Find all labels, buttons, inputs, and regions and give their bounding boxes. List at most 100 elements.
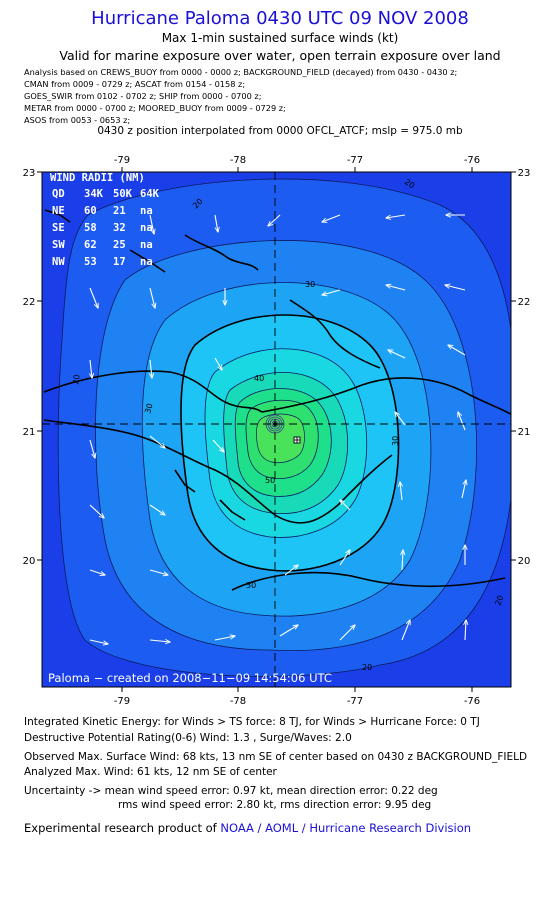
wind-field-map: 20 20 20 20 20 30 30 30 30 40 50 WIND RA… xyxy=(23,155,531,707)
analyzed-wind-line: Analyzed Max. Wind: 61 kts, 12 nm SE of … xyxy=(24,766,277,778)
wind-arrow xyxy=(445,285,466,291)
lat-tick-label: 21 xyxy=(23,427,36,438)
island xyxy=(289,299,381,369)
wind-arrow xyxy=(214,357,222,370)
island xyxy=(174,469,196,493)
observed-wind-line: Observed Max. Surface Wind: 68 kts, 13 n… xyxy=(24,751,528,763)
contour-label: 30 xyxy=(305,280,315,289)
cuba-east-coast xyxy=(261,377,511,416)
map-subtitle: Max 1-min sustained surface winds (kt) xyxy=(161,31,399,45)
contour-label: 40 xyxy=(254,374,264,383)
wind-vectors xyxy=(90,215,466,644)
created-stamp: Paloma − created on 2008−11−09 14:54:06 … xyxy=(48,671,332,685)
wind-radii-row: NE 60 21 na xyxy=(52,205,153,217)
wind-arrow xyxy=(268,214,281,226)
wind-arrow xyxy=(322,214,341,222)
wind-arrow xyxy=(90,359,92,378)
wind-arrow xyxy=(448,345,466,356)
wind-arrow xyxy=(149,504,165,515)
plot-frame xyxy=(41,171,512,688)
axis-ticks xyxy=(37,167,516,692)
wind-arrow xyxy=(386,214,406,218)
lon-tick-label: -76 xyxy=(464,696,480,707)
axis-labels: -79 -78 -77 -76 -79 -78 -77 -76 23 22 21… xyxy=(23,155,531,707)
wind-arrow xyxy=(339,625,355,641)
lat-tick-label: 23 xyxy=(23,168,36,179)
contour-label: 20 xyxy=(493,594,505,607)
wind-radii-title: WIND RADII (NM) xyxy=(50,172,145,184)
uncertainty-rms-line: rms wind speed error: 2.80 kt, rms direc… xyxy=(118,799,432,811)
contour-labels: 20 20 20 20 20 30 30 30 30 40 50 xyxy=(71,177,505,672)
wind-arrow xyxy=(149,640,170,642)
wind-arrow xyxy=(322,289,341,295)
wind-arrow xyxy=(149,287,155,308)
position-line: 0430 z position interpolated from 0000 O… xyxy=(97,125,463,137)
lon-tick-label: -79 xyxy=(114,155,130,166)
wind-arrow xyxy=(339,550,350,566)
credit-prefix: Experimental research product of xyxy=(24,821,217,835)
lon-tick-label: -77 xyxy=(347,155,363,166)
wind-arrow xyxy=(279,625,298,637)
wind-arrow xyxy=(388,350,406,359)
contour-label: 50 xyxy=(265,476,275,485)
wind-radii-table: WIND RADII (NM) QD 34K 50K 64K NE 60 21 na SE 5… xyxy=(50,172,160,268)
wind-arrow xyxy=(214,214,218,232)
lat-tick-label: 22 xyxy=(518,297,531,308)
wind-arrow xyxy=(89,439,95,458)
wind-arrow xyxy=(89,569,105,575)
lat-tick-label: 22 xyxy=(23,297,36,308)
wind-arrow xyxy=(149,214,154,234)
contour-label: 30 xyxy=(391,436,400,446)
wind-arrow xyxy=(284,565,298,576)
contour-label: 20 xyxy=(71,374,82,386)
lat-tick-label: 20 xyxy=(518,556,531,567)
island xyxy=(44,209,71,223)
wind-radii-row: SE 58 32 na xyxy=(52,222,153,234)
island xyxy=(184,234,259,271)
wind-arrow xyxy=(402,550,403,571)
lon-tick-label: -78 xyxy=(230,696,246,707)
island xyxy=(219,499,246,521)
wind-arrow xyxy=(89,639,108,644)
wind-arrow xyxy=(150,359,152,378)
map-title: Hurricane Paloma 0430 UTC 09 NOV 2008 xyxy=(91,8,469,29)
contour-label: 30 xyxy=(143,402,154,414)
analysis-line: ASOS from 0053 - 0653 z; xyxy=(24,115,131,125)
credit-line: Experimental research product of NOAA / … xyxy=(24,821,471,835)
lon-tick-label: -78 xyxy=(230,155,246,166)
validity-note: Valid for marine exposure over water, op… xyxy=(59,48,501,63)
contour-label: 20 xyxy=(362,663,372,672)
wind-arrow xyxy=(386,285,406,291)
contour-label: 30 xyxy=(246,581,256,590)
wind-radii-header: QD 34K 50K 64K xyxy=(52,188,160,200)
lat-tick-label: 20 xyxy=(23,556,36,567)
wind-arrow xyxy=(340,500,351,511)
lat-tick-label: 23 xyxy=(518,168,531,179)
lon-tick-label: -76 xyxy=(464,155,480,166)
wind-radii-row: SW 62 25 na xyxy=(52,239,153,251)
max-wind-marker xyxy=(293,436,301,444)
wind-arrow xyxy=(465,620,466,641)
lon-tick-label: -79 xyxy=(114,696,130,707)
wind-arrow xyxy=(458,412,466,431)
analysis-line: METAR from 0000 - 0700 z; MOORED_BUOY fr… xyxy=(24,103,286,113)
dpr-line: Destructive Potential Rating(0-6) Wind: … xyxy=(24,732,352,744)
credit-organization-link[interactable]: NOAA / AOML / Hurricane Research Divisio… xyxy=(220,821,472,835)
wind-arrow xyxy=(149,435,165,448)
wind-arrow xyxy=(400,482,402,501)
cuba-southeast-coast xyxy=(231,571,506,591)
wind-arrow xyxy=(214,636,235,641)
uncertainty-line: Uncertainty -> mean wind speed error: 0.… xyxy=(24,785,438,797)
wind-arrow xyxy=(401,620,410,641)
wind-radii-row: NW 53 17 na xyxy=(52,256,153,268)
wind-arrow xyxy=(212,439,224,452)
analysis-line: CMAN from 0009 - 0729 z; ASCAT from 0154… xyxy=(24,79,246,89)
wind-arrow xyxy=(395,412,406,426)
analysis-line: GOES_SWIR from 0102 - 0702 z; SHIP from … xyxy=(24,91,262,101)
wind-arrow xyxy=(149,569,168,575)
ike-line: Integrated Kinetic Energy: for Winds > T… xyxy=(24,716,480,728)
wind-arrow xyxy=(89,287,98,308)
island xyxy=(129,249,166,273)
wind-arrow xyxy=(461,480,466,499)
wind-arrow xyxy=(89,504,104,518)
